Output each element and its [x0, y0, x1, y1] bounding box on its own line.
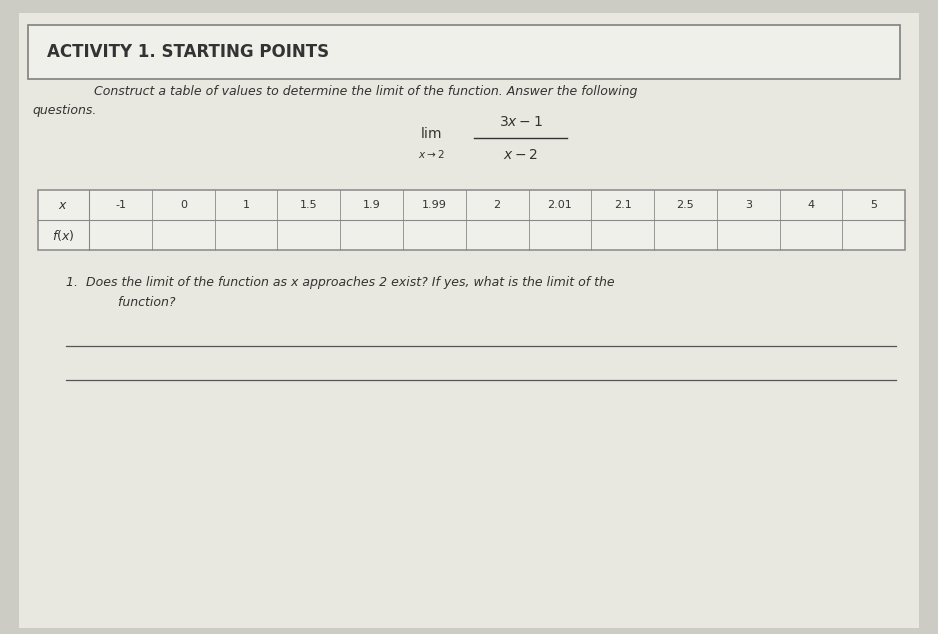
Text: function?: function? — [94, 296, 175, 309]
Text: 0: 0 — [180, 200, 187, 210]
Text: $\mathrm{lim}$: $\mathrm{lim}$ — [420, 126, 443, 141]
Text: 4: 4 — [808, 200, 814, 210]
Text: $x-2$: $x-2$ — [503, 148, 538, 162]
Text: questions.: questions. — [33, 105, 98, 117]
Text: ACTIVITY 1. STARTING POINTS: ACTIVITY 1. STARTING POINTS — [47, 43, 329, 61]
Text: 1: 1 — [243, 200, 250, 210]
Text: -1: -1 — [115, 200, 126, 210]
Text: 2.01: 2.01 — [548, 200, 572, 210]
Text: 2: 2 — [493, 200, 501, 210]
Text: 1.9: 1.9 — [363, 200, 381, 210]
Text: $x$: $x$ — [58, 198, 68, 212]
Text: 3: 3 — [745, 200, 751, 210]
Text: 1.5: 1.5 — [300, 200, 318, 210]
Text: 2.1: 2.1 — [613, 200, 631, 210]
Text: $x{\rightarrow}2$: $x{\rightarrow}2$ — [418, 148, 445, 160]
Bar — [38, 190, 905, 250]
Bar — [28, 25, 900, 79]
Text: 5: 5 — [870, 200, 877, 210]
Text: $f(x)$: $f(x)$ — [53, 228, 74, 243]
Text: $3x-1$: $3x-1$ — [499, 115, 542, 129]
Text: 1.  Does the limit of the function as x approaches 2 exist? If yes, what is the : 1. Does the limit of the function as x a… — [66, 276, 614, 288]
Text: Construct a table of values to determine the limit of the function. Answer the f: Construct a table of values to determine… — [94, 86, 637, 98]
Text: 2.5: 2.5 — [676, 200, 694, 210]
Bar — [38, 190, 905, 250]
Text: 1.99: 1.99 — [422, 200, 446, 210]
